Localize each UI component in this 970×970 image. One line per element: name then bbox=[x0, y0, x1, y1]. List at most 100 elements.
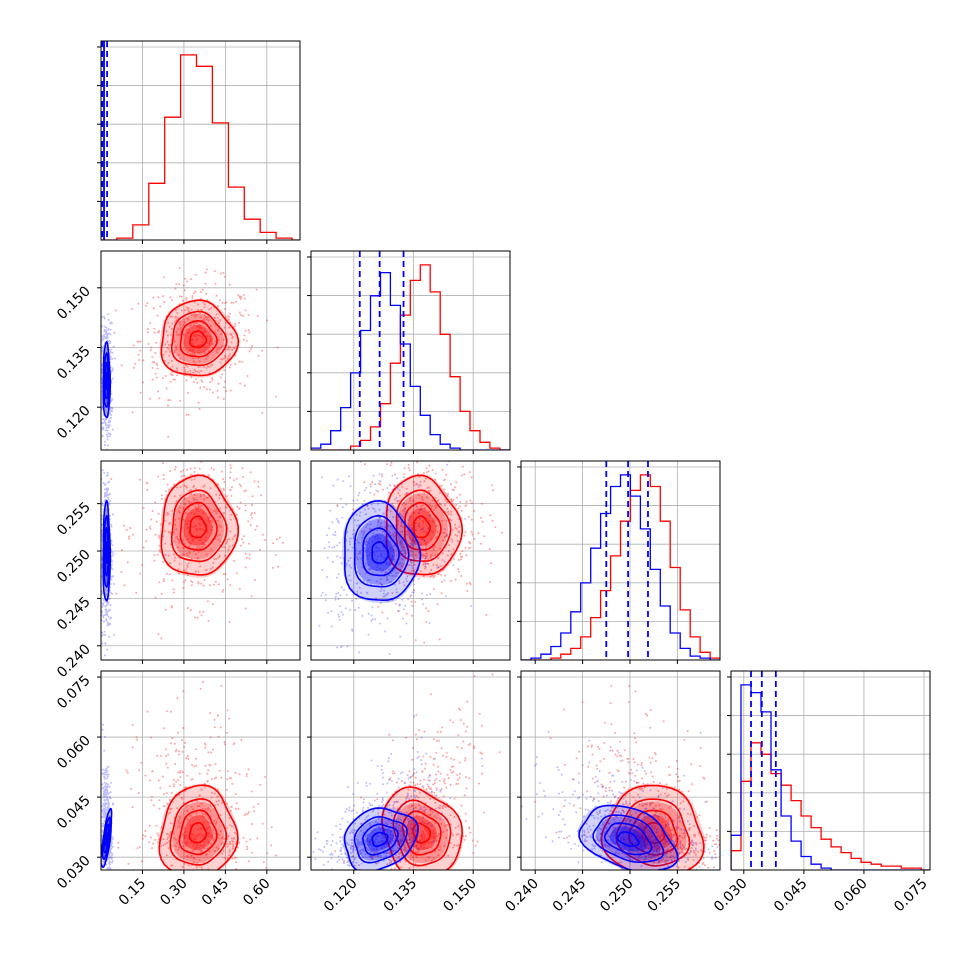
scatter-point bbox=[114, 309, 117, 312]
scatter-point bbox=[238, 311, 241, 314]
scatter-point bbox=[189, 369, 192, 372]
scatter-point bbox=[422, 563, 425, 566]
scatter-point bbox=[104, 494, 107, 497]
scatter-point bbox=[105, 796, 108, 799]
scatter-point bbox=[158, 397, 161, 400]
scatter-point bbox=[186, 522, 189, 525]
scatter-point bbox=[386, 852, 388, 855]
scatter-point bbox=[400, 553, 403, 556]
scatter-point bbox=[214, 510, 217, 512]
scatter-point bbox=[404, 848, 406, 851]
scatter-point bbox=[211, 833, 213, 836]
scatter-point bbox=[157, 390, 160, 393]
scatter-point bbox=[338, 615, 341, 618]
scatter-point bbox=[429, 756, 432, 758]
scatter-point bbox=[451, 834, 454, 837]
scatter-point bbox=[426, 822, 429, 825]
scatter-point bbox=[214, 822, 217, 825]
scatter-point bbox=[405, 580, 408, 583]
scatter-point bbox=[190, 584, 193, 587]
scatter-point bbox=[425, 829, 428, 832]
scatter-point bbox=[194, 353, 197, 356]
scatter-point bbox=[401, 485, 404, 488]
scatter-point bbox=[419, 839, 422, 841]
scatter-point bbox=[184, 741, 187, 744]
scatter-point bbox=[416, 846, 419, 849]
scatter-point bbox=[174, 556, 177, 559]
scatter-point bbox=[191, 581, 194, 584]
scatter-point bbox=[411, 539, 414, 542]
scatter-point bbox=[177, 321, 180, 324]
scatter-point bbox=[208, 341, 211, 344]
scatter-point bbox=[206, 299, 209, 301]
scatter-point bbox=[434, 837, 437, 840]
scatter-point bbox=[397, 847, 399, 850]
scatter-point bbox=[211, 566, 214, 569]
scatter-point bbox=[228, 283, 231, 286]
scatter-point bbox=[240, 295, 242, 298]
scatter-point bbox=[160, 498, 163, 500]
scatter-point bbox=[406, 512, 409, 514]
scatter-point bbox=[139, 349, 142, 352]
scatter-point bbox=[413, 557, 416, 560]
scatter-point bbox=[369, 483, 372, 486]
scatter-point bbox=[400, 829, 403, 832]
scatter-point bbox=[229, 809, 232, 812]
scatter-point bbox=[355, 597, 358, 600]
scatter-point bbox=[203, 782, 206, 785]
scatter-point bbox=[209, 712, 212, 715]
scatter-point bbox=[180, 295, 183, 298]
scatter-point bbox=[108, 342, 111, 345]
blue-contour bbox=[105, 541, 109, 564]
scatter-point bbox=[210, 548, 213, 551]
scatter-point bbox=[202, 610, 205, 613]
scatter-point bbox=[108, 435, 111, 438]
scatter-point bbox=[105, 418, 108, 421]
scatter-point bbox=[231, 782, 234, 785]
scatter-point bbox=[244, 457, 246, 459]
scatter-point bbox=[181, 797, 184, 800]
scatter-point bbox=[197, 506, 200, 509]
scatter-point bbox=[394, 571, 397, 574]
scatter-point bbox=[456, 844, 459, 847]
scatter-point bbox=[175, 748, 178, 751]
scatter-point bbox=[377, 547, 380, 550]
scatter-point bbox=[411, 541, 414, 543]
scatter-point bbox=[410, 823, 413, 826]
scatter-point bbox=[201, 335, 204, 338]
scatter-point bbox=[166, 511, 169, 514]
scatter-point bbox=[104, 577, 107, 580]
scatter-point bbox=[157, 512, 160, 515]
scatter-point bbox=[164, 375, 167, 377]
scatter-point bbox=[164, 542, 167, 545]
scatter-point bbox=[261, 411, 264, 414]
scatter-point bbox=[221, 590, 224, 593]
scatter-point bbox=[351, 533, 354, 536]
scatter-point bbox=[380, 587, 383, 590]
scatter-point bbox=[108, 802, 110, 805]
scatter-point bbox=[407, 463, 410, 466]
scatter-point bbox=[103, 328, 106, 331]
scatter-point bbox=[183, 366, 186, 369]
scatter-point bbox=[395, 588, 398, 591]
scatter-point bbox=[345, 540, 348, 542]
scatter-point bbox=[330, 625, 333, 628]
scatter-point bbox=[198, 611, 201, 613]
scatter-point bbox=[185, 296, 188, 299]
scatter-point bbox=[135, 591, 138, 594]
scatter-point bbox=[439, 772, 442, 775]
scatter-point bbox=[223, 369, 226, 372]
scatter-point bbox=[432, 832, 435, 835]
scatter-point bbox=[170, 333, 172, 336]
scatter-point bbox=[192, 497, 195, 500]
scatter-point bbox=[439, 565, 442, 568]
scatter-point bbox=[163, 519, 166, 522]
scatter-point bbox=[380, 768, 383, 771]
scatter-point bbox=[404, 503, 407, 506]
scatter-point bbox=[190, 473, 192, 476]
scatter-point bbox=[199, 326, 202, 329]
scatter-point bbox=[450, 483, 452, 486]
scatter-point bbox=[436, 731, 439, 734]
scatter-point bbox=[203, 314, 206, 316]
scatter-point bbox=[173, 778, 175, 781]
